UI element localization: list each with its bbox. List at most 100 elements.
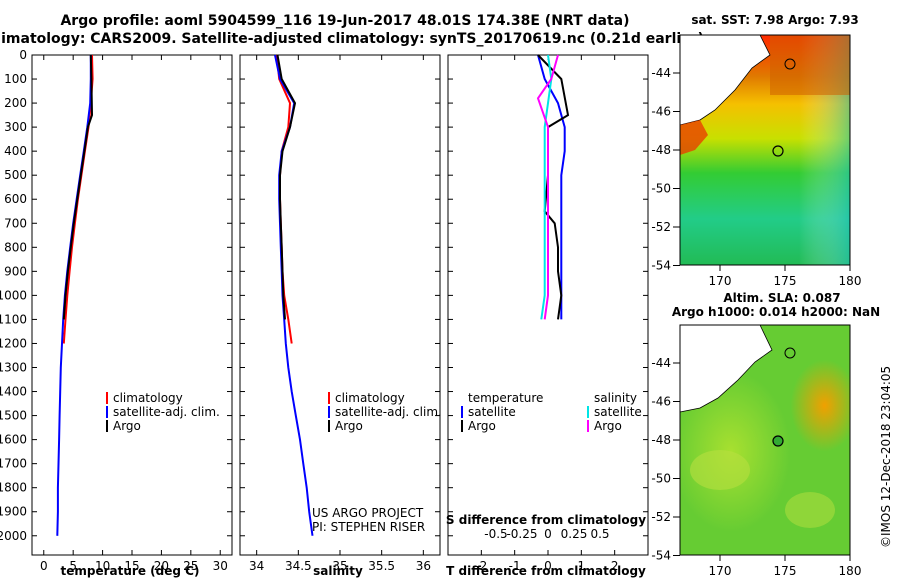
lon-tick-label: 170 bbox=[709, 274, 732, 288]
series-line-satellite-adj-clim- bbox=[56, 55, 92, 536]
lat-tick-label: -50 bbox=[651, 472, 671, 486]
credit-stamp: ©IMOS 12-Dec-2018 23:04:05 bbox=[879, 366, 893, 548]
depth-tick-label: 1900 bbox=[0, 505, 27, 519]
legend-label-t-argo: Argo bbox=[468, 419, 496, 433]
lat-tick-label: -48 bbox=[651, 433, 671, 447]
lat-tick-label: -54 bbox=[651, 259, 671, 273]
salinity-panel-frame bbox=[239, 54, 441, 556]
figure-title-line2: Climatology: CARS2009. Satellite-adjuste… bbox=[0, 31, 704, 47]
depth-tick-label: 1000 bbox=[0, 288, 27, 302]
depth-tick-label: 1300 bbox=[0, 361, 27, 375]
legend-label-s-argo: Argo bbox=[594, 419, 622, 433]
temperature-plot: 0 5 10 15 20 25 30 bbox=[32, 54, 232, 573]
argo-position-marker bbox=[772, 435, 784, 447]
depth-tick-label: 100 bbox=[4, 72, 27, 86]
island-outline bbox=[784, 347, 796, 359]
sst-coastal-patch bbox=[680, 120, 708, 155]
lat-tick-label: -54 bbox=[651, 549, 671, 563]
s-tick-label: -0.5 bbox=[484, 527, 507, 541]
depth-tick-label: 1100 bbox=[0, 312, 27, 326]
legend-label-climatology: climatology bbox=[113, 391, 183, 405]
temperature-xlabel: temperature (deg C) bbox=[61, 564, 200, 578]
x-tick-label: 34.5 bbox=[285, 559, 312, 573]
x-tick-label: 25 bbox=[183, 559, 198, 573]
s-tick-label: -0.25 bbox=[506, 527, 537, 541]
series-line-satellite-adj-clim- bbox=[274, 54, 314, 536]
legend-label-t-satellite: satellite bbox=[468, 405, 516, 419]
s-tick-label: 0 bbox=[544, 527, 552, 541]
legend-label-satellite: satellite-adj. clim. bbox=[113, 405, 220, 419]
salinity-xlabel: salinity bbox=[313, 564, 363, 578]
difference-legend: temperature satellite Argo salinity sate… bbox=[461, 391, 642, 433]
series-line-salinity-argo bbox=[536, 54, 559, 320]
lat-tick-label: -52 bbox=[651, 220, 671, 234]
x-tick-label: 34 bbox=[249, 559, 264, 573]
legend-label-satellite: satellite-adj. clim. bbox=[335, 405, 442, 419]
lat-tick-label: -44 bbox=[651, 66, 671, 80]
depth-tick-label: 1400 bbox=[0, 385, 27, 399]
sla-map-title-line2: Argo h1000: 0.014 h2000: NaN bbox=[672, 305, 880, 319]
lon-tick-label: 170 bbox=[709, 564, 732, 578]
x-tick-label: -1 bbox=[509, 559, 521, 573]
sla-map-title-line1: Altim. SLA: 0.087 bbox=[723, 291, 840, 305]
x-tick-label: 1 bbox=[578, 559, 586, 573]
sst-map bbox=[679, 34, 851, 266]
x-tick-label: 20 bbox=[154, 559, 169, 573]
s-difference-xlabel: S difference from climatology bbox=[446, 513, 646, 527]
temperature-panel-frame bbox=[31, 54, 233, 556]
difference-plot: -2 -1 0 1 2 -0.5-0.25 0 0.25 0.5 bbox=[448, 54, 648, 573]
temperature-legend: climatology satellite-adj. clim. Argo bbox=[106, 391, 220, 433]
new-zealand-landmass bbox=[679, 324, 773, 413]
s-tick-label: 0.25 bbox=[561, 527, 588, 541]
depth-tick-label: 600 bbox=[4, 192, 27, 206]
difference-xlabel: T difference from climatology bbox=[446, 564, 646, 578]
sst-map-title: sat. SST: 7.98 Argo: 7.93 bbox=[691, 13, 858, 27]
depth-tick-label: 1500 bbox=[0, 409, 27, 423]
x-tick-label: 2 bbox=[611, 559, 619, 573]
depth-tick-label: 2000 bbox=[0, 529, 27, 543]
depth-tick-label: 800 bbox=[4, 240, 27, 254]
x-tick-label: 0 bbox=[40, 559, 48, 573]
salinity-plot: 34 34.5 35 35.5 36 bbox=[240, 54, 440, 573]
argo-position-marker bbox=[772, 145, 784, 157]
x-tick-label: 36 bbox=[416, 559, 431, 573]
legend-label-climatology: climatology bbox=[335, 391, 405, 405]
legend-label-s-satellite: satellite bbox=[594, 405, 642, 419]
lat-tick-label: -50 bbox=[651, 182, 671, 196]
sla-map bbox=[679, 324, 851, 556]
pi-annotation: PI: STEPHEN RISER bbox=[312, 520, 425, 534]
lon-tick-label: 180 bbox=[839, 274, 862, 288]
x-tick-label: 30 bbox=[213, 559, 228, 573]
x-tick-label: 5 bbox=[69, 559, 77, 573]
lat-tick-label: -44 bbox=[651, 356, 671, 370]
legend-label-argo: Argo bbox=[113, 419, 141, 433]
sla-map-axes: -44 -46 -48 -50 -52 -54 170 175 180 bbox=[651, 356, 861, 578]
depth-tick-label: 200 bbox=[4, 96, 27, 110]
sla-eddy bbox=[690, 450, 750, 490]
depth-tick-label: 400 bbox=[4, 144, 27, 158]
lon-tick-label: 175 bbox=[774, 564, 797, 578]
depth-axis: 0 100 200 300 400 500 600 700 800 900 1000 1100 1200… bbox=[0, 48, 27, 543]
depth-tick-label: 300 bbox=[4, 120, 27, 134]
x-tick-label: -2 bbox=[475, 559, 487, 573]
series-line-argo bbox=[276, 54, 297, 320]
x-tick-label: 35.5 bbox=[368, 559, 395, 573]
figure-title-line1: Argo profile: aoml 5904599_116 19-Jun-20… bbox=[60, 13, 629, 29]
legend-label-argo: Argo bbox=[335, 419, 363, 433]
lat-tick-label: -46 bbox=[651, 105, 671, 119]
series-line-temperature-satellite bbox=[537, 54, 566, 320]
depth-tick-label: 1700 bbox=[0, 457, 27, 471]
s-tick-label: 0.5 bbox=[590, 527, 609, 541]
lon-tick-label: 180 bbox=[839, 564, 862, 578]
x-tick-label: 10 bbox=[95, 559, 110, 573]
legend-title-temperature: temperature bbox=[468, 391, 543, 405]
sst-map-axes: -44 -46 -48 -50 -52 -54 170 175 180 bbox=[651, 66, 861, 288]
depth-tick-label: 1200 bbox=[0, 336, 27, 350]
salinity-legend: climatology satellite-adj. clim. Argo US… bbox=[312, 391, 442, 534]
project-annotation: US ARGO PROJECT bbox=[312, 506, 424, 520]
sst-warm-patch bbox=[770, 35, 850, 95]
x-tick-label: 35 bbox=[332, 559, 347, 573]
island-outline bbox=[784, 58, 796, 70]
depth-tick-label: 1600 bbox=[0, 433, 27, 447]
